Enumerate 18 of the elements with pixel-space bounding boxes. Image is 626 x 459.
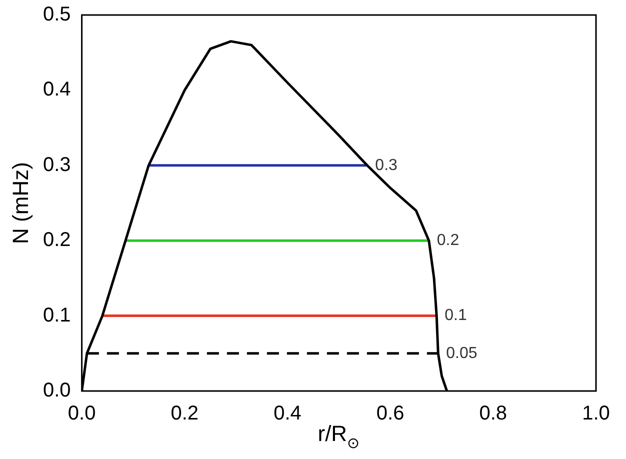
x-tick-label: 0.0 — [68, 402, 96, 425]
y-tick-label: 0.0 — [42, 380, 71, 402]
x-tick-label: 1.0 — [582, 402, 610, 425]
y-tick-label: 0.2 — [42, 229, 71, 252]
y-tick-label: 0.4 — [42, 78, 71, 101]
x-tick-label: 0.8 — [479, 402, 508, 425]
series-label: 0.2 — [436, 232, 460, 250]
y-tick-label: 0.3 — [42, 154, 71, 176]
x-tick-label: 0.2 — [170, 402, 199, 425]
x-tick-label: 0.6 — [376, 402, 404, 425]
y-axis-title: N (mHz) — [8, 162, 34, 244]
series-label: 0.3 — [375, 156, 398, 174]
series-label: 0.1 — [444, 307, 467, 324]
x-tick-label: 0.4 — [274, 402, 302, 425]
y-tick-label: 0.1 — [42, 304, 71, 326]
x-axis-title: r/R⊙ — [318, 421, 360, 452]
series-label: 0.05 — [446, 344, 478, 362]
y-tick-label: 0.5 — [42, 4, 71, 26]
